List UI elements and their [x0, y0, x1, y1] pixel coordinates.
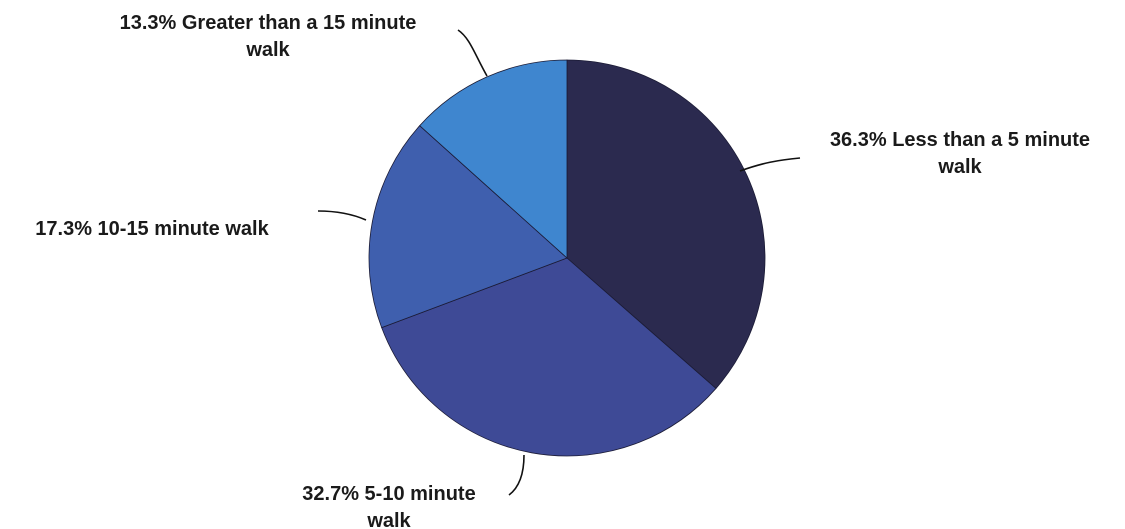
pie-slice-3 — [368, 125, 568, 329]
pie-slice-1 — [566, 59, 766, 389]
pie-slices — [368, 59, 766, 457]
leader-line-4 — [457, 29, 488, 77]
leader-line-1 — [739, 157, 801, 172]
leader-line-3 — [317, 210, 367, 221]
pie-slice-4 — [419, 59, 568, 259]
slice-label-3-line-1: 17.3% 10-15 minute walk — [35, 218, 269, 240]
slice-label-4-line-2: walk — [245, 39, 290, 61]
slice-label-1-line-1: 36.3% Less than a 5 minute — [830, 129, 1090, 151]
slice-label-4-line-1: 13.3% Greater than a 15 minute — [120, 12, 417, 34]
slice-label-2-line-1: 32.7% 5-10 minute — [302, 483, 475, 505]
slice-labels: 36.3% Less than a 5 minute walk 32.7% 5-10… — [35, 12, 1090, 529]
leader-lines — [317, 29, 801, 496]
slice-label-1-line-2: walk — [937, 156, 982, 178]
pie-slice-2 — [381, 257, 717, 457]
leader-line-2 — [508, 454, 525, 496]
slice-label-2-line-2: walk — [366, 510, 411, 529]
